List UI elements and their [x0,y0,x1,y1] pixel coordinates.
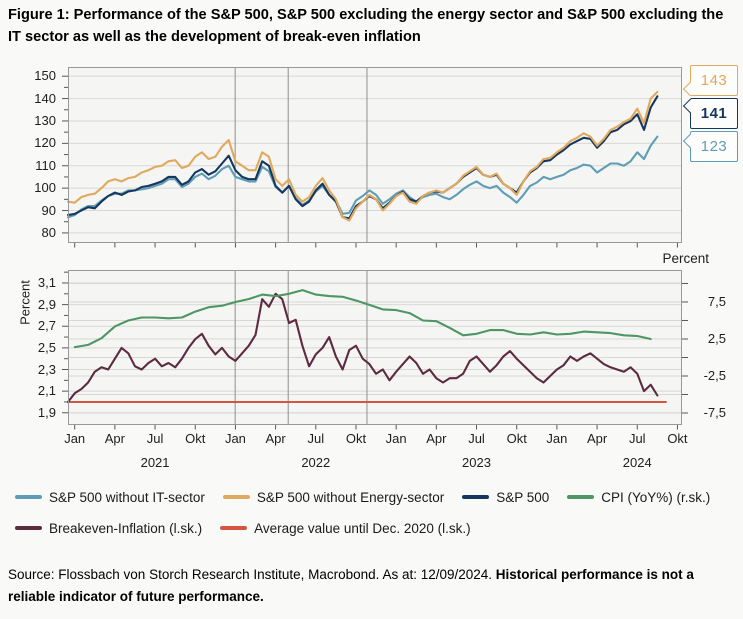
x-axis-year-label: 2023 [462,455,491,470]
legend-label: Breakeven-Inflation (l.sk.) [49,520,203,536]
legend-swatch [567,495,595,499]
y-axis-label: 110 [35,157,56,173]
legend-row: Breakeven-Inflation (l.sk.) Average value… [15,519,471,537]
x-axis-month-label: Jul [628,431,646,446]
legend-swatch [462,495,490,499]
y-axis-label: 80 [41,224,56,240]
x-axis-month-label: Okt [345,431,367,446]
y-axis-right-label: -7,5 [703,405,726,420]
x-axis-month-label: Apr [586,431,608,446]
y-axis-right-label: 7,5 [707,293,726,309]
legend-label: S&P 500 without IT-sector [49,489,205,505]
source-text: Source: Flossbach von Storch Research In… [8,567,496,582]
legend-item: CPI (YoY%) (r.sk.) [567,490,710,505]
callout-pointer [682,133,698,149]
x-axis-month-label: Jan [385,431,407,446]
source-note: Source: Flossbach von Storch Research In… [8,564,738,608]
legend-item: Average value until Dec. 2020 (l.sk.) [220,521,471,536]
x-axis-month-label: Okt [506,431,527,446]
end-value-callout: 123 [682,131,738,162]
x-axis-month-label: Jan [546,431,568,446]
legend-label: Average value until Dec. 2020 (l.sk.) [254,520,471,536]
x-axis-month-label: Jan [64,431,86,446]
performance-chart [62,67,682,248]
y-axis-left-label: 2,7 [37,318,56,334]
series-line-sp500 [66,95,659,220]
y-axis-label: 130 [34,112,56,128]
legend-row: S&P 500 without IT-sector S&P 500 without… [15,488,710,506]
legend-swatch [222,495,250,499]
legend-swatch [220,526,248,530]
inflation-chart [62,270,688,430]
callout-pointer [682,81,698,97]
end-value: 143 [700,72,728,89]
x-axis-month-label: Jul [146,431,164,446]
y-axis-label: 90 [41,202,56,218]
plot-area [62,67,682,248]
y-axis-left-label: 3,1 [37,274,56,290]
legend-label: S&P 500 [496,489,550,505]
y-axis-left-label: 2,9 [37,296,56,312]
legend-label: CPI (YoY%) (r.sk.) [601,489,711,505]
y-axis-right-label: -2,5 [703,367,726,383]
series-line-cpi [73,289,652,349]
y-axis-right-label: 2,5 [707,330,726,346]
y-axis-left-label: 2,5 [37,339,56,355]
plot-area [62,270,688,430]
y-axis-left-label: 2,3 [37,361,56,377]
end-value-callout: 141 [682,98,738,129]
end-value: 141 [700,105,728,122]
series-line-breakeven [66,292,659,404]
series-line-sp500_ex_energy [66,90,659,222]
x-axis-month-label: Apr [104,431,125,446]
plot-border [68,67,682,243]
legend-swatch [15,495,42,499]
figure-title: Figure 1: Performance of the S&P 500, S&… [8,7,724,45]
right-axis-title: Percent [662,251,709,266]
series-line-sp500_ex_it [66,135,659,219]
x-axis-month-label: Jan [224,431,246,446]
legend-item: S&P 500 without Energy-sector [222,489,445,505]
x-axis-month-label: Okt [185,431,206,446]
disclaimer-text: Historical performance is not a reliable… [8,567,694,604]
y-axis-label: 140 [34,90,56,106]
legend-item: S&P 500 without IT-sector [15,490,205,505]
legend-item: Breakeven-Inflation (l.sk.) [15,521,202,536]
y-axis-left-label: 2,1 [37,383,56,399]
y-axis-left-label: 1,9 [37,404,56,420]
x-axis-year-label: 2022 [301,455,331,470]
x-axis-month-label: Apr [265,431,286,446]
x-axis-month-label: Apr [426,431,447,446]
x-axis-month-label: Okt [667,431,688,446]
plot-border [68,270,682,425]
x-axis-year-label: 2021 [140,455,170,470]
x-axis-year-label: 2024 [622,455,652,470]
legend-swatch [15,526,42,530]
legend-label: S&P 500 without Energy-sector [256,489,445,505]
callout-pointer [682,98,698,114]
y-axis-label: 120 [34,135,56,151]
end-value: 123 [700,138,728,155]
y-axis-label: 150 [34,68,56,84]
legend-item: S&P 500 [462,490,549,505]
x-axis-month-label: Jul [468,431,485,446]
end-value-callout: 143 [682,65,738,97]
x-axis-month-label: Jul [307,431,325,446]
y-axis-label: 100 [34,180,56,196]
